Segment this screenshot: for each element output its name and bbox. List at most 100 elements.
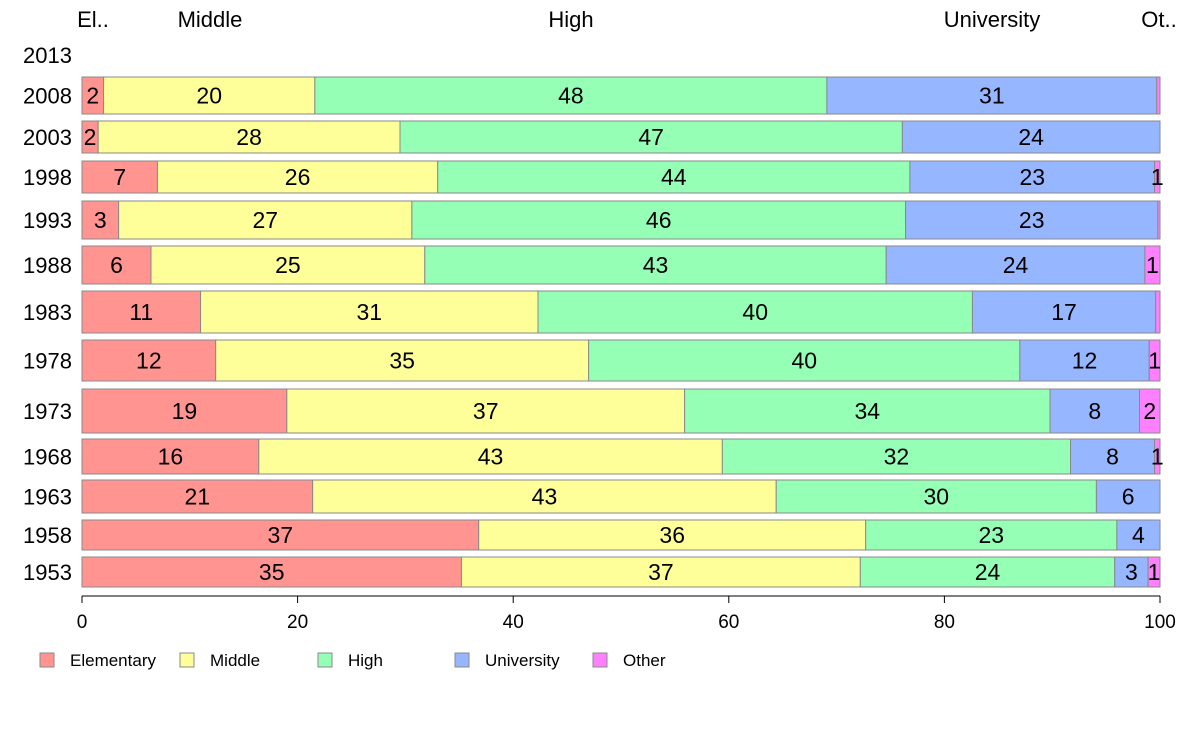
legend: Elementary Middle High University Other xyxy=(39,651,666,670)
data-label-1993-elementary: 3 xyxy=(94,207,107,233)
bar-1998-elementary xyxy=(81,160,158,194)
bar-1958-university xyxy=(1116,519,1161,551)
bar-1988-other xyxy=(1144,245,1161,285)
data-label-1983-elementary: 11 xyxy=(129,299,153,325)
bars: 2 20 48 312 28 47 247 26 44 23 13 27 46 236 25 43 24 111 3… xyxy=(81,76,1164,588)
header-label-university: University xyxy=(944,7,1041,32)
bar-1958-elementary xyxy=(81,519,480,551)
data-label-1968-elementary: 16 xyxy=(158,444,184,470)
year-label-1973: 1973 xyxy=(23,399,72,424)
bar-1998-university xyxy=(909,160,1156,194)
legend-swatch-high xyxy=(317,652,333,668)
bar-1988-university xyxy=(885,245,1146,285)
bar-1988-middle xyxy=(150,245,426,285)
data-label-2003-middle: 28 xyxy=(236,124,262,150)
data-label-1993-university: 23 xyxy=(1019,207,1045,233)
data-label-1978-middle: 35 xyxy=(389,348,415,374)
bar-1963-university xyxy=(1095,479,1161,514)
bar-1973-university xyxy=(1049,388,1141,434)
year-label-2008: 2008 xyxy=(23,84,72,109)
legend-label-middle: Middle xyxy=(210,651,260,670)
data-label-1998-middle: 26 xyxy=(285,164,311,190)
data-label-1993-middle: 27 xyxy=(252,207,278,233)
year-label-1993: 1993 xyxy=(23,208,72,233)
bar-1963-elementary xyxy=(81,479,314,514)
bar-2003-university xyxy=(901,120,1161,154)
bar-1993-university xyxy=(905,200,1159,240)
bar-1993-middle xyxy=(118,200,413,240)
year-label-1978: 1978 xyxy=(23,349,72,374)
bar-1983-high xyxy=(537,290,973,334)
data-label-1988-high: 43 xyxy=(643,252,669,278)
bar-row-2008: 2 20 48 31 xyxy=(81,76,1161,115)
data-label-1968-university: 8 xyxy=(1106,444,1119,470)
bar-2008-other xyxy=(1156,76,1161,115)
bar-1978-middle xyxy=(215,339,590,382)
x-tick-label-100: 100 xyxy=(1144,612,1176,633)
data-label-1978-high: 40 xyxy=(791,348,817,374)
bar-1983-middle xyxy=(200,290,539,334)
year-axis-labels: 2013 2008 2003 1998 1993 1988 1983 1978 1973 1968… xyxy=(23,43,72,585)
x-tick-label-40: 40 xyxy=(503,612,524,633)
year-label-1988: 1988 xyxy=(23,253,72,278)
bar-1968-middle xyxy=(258,438,723,475)
header-label-elementary: El.. xyxy=(77,7,109,32)
bar-2003-middle xyxy=(97,120,401,154)
year-label-1968: 1968 xyxy=(23,445,72,470)
data-label-1958-elementary: 37 xyxy=(268,522,294,548)
data-label-1998-elementary: 7 xyxy=(113,164,126,190)
bar-1993-other xyxy=(1157,200,1161,240)
data-label-1958-middle: 36 xyxy=(659,522,685,548)
data-label-2008-elementary: 2 xyxy=(86,83,99,109)
data-label-1963-elementary: 21 xyxy=(185,484,211,510)
year-label-1958: 1958 xyxy=(23,523,72,548)
data-label-1968-high: 32 xyxy=(884,444,910,470)
bar-row-1958: 37 36 23 4 xyxy=(81,519,1161,551)
data-label-1953-high: 24 xyxy=(975,559,1001,585)
bar-1998-middle xyxy=(156,160,439,194)
bar-1978-high xyxy=(588,339,1021,382)
bar-1988-high xyxy=(424,245,887,285)
data-label-1978-other: 1 xyxy=(1148,348,1161,374)
bar-row-1968: 16 43 32 8 1 xyxy=(81,438,1164,475)
data-label-1953-university: 3 xyxy=(1125,559,1138,585)
bar-row-1993: 3 27 46 23 xyxy=(81,200,1161,240)
bar-2008-high xyxy=(314,76,828,115)
column-header-labels: El.. Middle High University Ot.. xyxy=(77,7,1177,32)
bar-row-1988: 6 25 43 24 1 xyxy=(81,245,1161,285)
legend-swatch-middle xyxy=(179,652,195,668)
legend-swatch-elementary xyxy=(39,652,55,668)
bar-row-1963: 21 43 30 6 xyxy=(81,479,1161,514)
data-label-1988-university: 24 xyxy=(1003,252,1029,278)
bar-1953-middle xyxy=(460,556,861,588)
data-label-1968-middle: 43 xyxy=(478,444,504,470)
bar-1973-elementary xyxy=(81,388,288,434)
bar-1993-elementary xyxy=(81,200,120,240)
legend-label-other: Other xyxy=(623,651,666,670)
bar-1963-high xyxy=(775,479,1097,514)
bar-1973-middle xyxy=(286,388,686,434)
data-label-1963-university: 6 xyxy=(1122,484,1135,510)
data-label-1953-elementary: 35 xyxy=(259,559,285,585)
data-label-1998-university: 23 xyxy=(1019,164,1045,190)
year-label-2003: 2003 xyxy=(23,125,72,150)
legend-label-elementary: Elementary xyxy=(70,651,156,670)
bar-1998-other xyxy=(1154,160,1161,194)
data-label-1958-high: 23 xyxy=(978,522,1004,548)
bar-row-1973: 19 37 34 8 2 xyxy=(81,388,1161,434)
x-tick-label-0: 0 xyxy=(77,612,88,633)
bar-1973-other xyxy=(1139,388,1161,434)
bar-2008-university xyxy=(826,76,1158,115)
data-label-1988-elementary: 6 xyxy=(110,252,123,278)
bar-1983-other xyxy=(1155,290,1161,334)
data-label-1963-high: 30 xyxy=(924,484,950,510)
data-label-1968-other: 1 xyxy=(1151,444,1164,470)
data-label-1953-other: 1 xyxy=(1148,559,1161,585)
data-label-1973-middle: 37 xyxy=(473,398,499,424)
bar-1978-other xyxy=(1148,339,1161,382)
header-label-other: Ot.. xyxy=(1141,7,1176,32)
legend-swatch-university xyxy=(454,652,470,668)
data-label-1978-university: 12 xyxy=(1072,348,1098,374)
data-label-1983-high: 40 xyxy=(742,299,768,325)
